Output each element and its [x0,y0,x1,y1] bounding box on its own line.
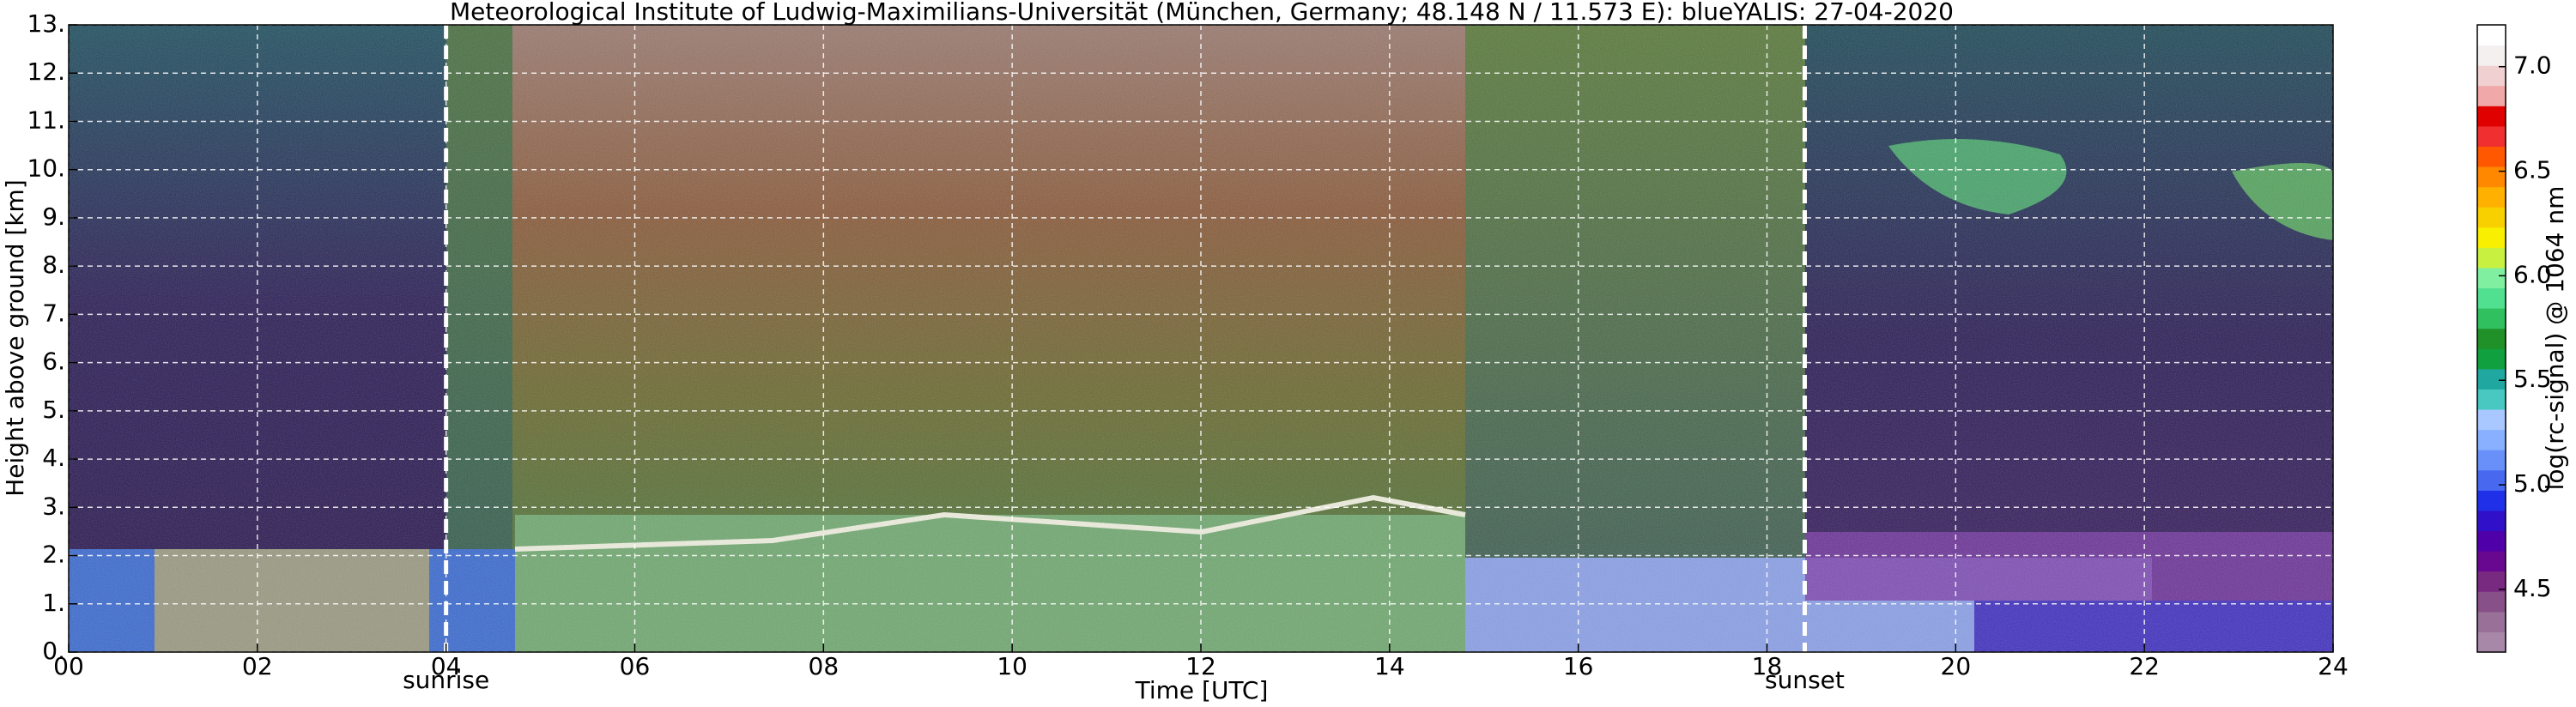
x-tick-label: 18 [1752,652,1783,680]
colorbar-segment [2477,125,2506,147]
x-tick-label: 24 [2318,652,2349,680]
colorbar-segment [2477,25,2506,46]
colorbar-segment [2477,409,2506,431]
x-tick-label: 08 [809,652,839,680]
y-tick-label: 11. [27,106,65,134]
y-tick-label: 6. [42,347,65,376]
colorbar-tick-label: 7.0 [2513,51,2552,80]
x-tick-label: 06 [620,652,651,680]
y-tick-label: 5. [42,396,65,424]
annotation-label: sunset [1765,666,1845,694]
y-tick-label: 9. [42,202,65,231]
annotation-label: sunrise [403,666,489,694]
colorbar-segment [2477,591,2506,613]
colorbar-tick-label: 5.5 [2513,365,2552,393]
colorbar-segment [2477,530,2506,552]
colorbar-segment [2477,368,2506,390]
colorbar-segment [2477,106,2506,127]
y-tick-label: 4. [42,444,65,472]
x-tick-label: 04 [431,652,462,680]
colorbar-tick-label: 6.5 [2513,156,2552,184]
colorbar-segment [2477,551,2506,572]
x-tick-label: 16 [1563,652,1594,680]
colorbar-segment [2477,571,2506,592]
y-tick-label: 13. [27,9,65,38]
colorbar-segment [2477,308,2506,329]
colorbar-segment [2477,328,2506,349]
x-tick-label: 10 [997,652,1027,680]
colorbar-segment [2477,166,2506,188]
colorbar-segment [2477,450,2506,471]
colorbar-frame [2476,24,2506,653]
colorbar-segment [2477,186,2506,208]
y-tick-label: 12. [27,57,65,86]
colorbar-segment [2477,227,2506,248]
colorbar-segment [2477,207,2506,228]
colorbar-segment [2477,65,2506,87]
y-tick-label: 0. [42,637,65,665]
colorbar-segment [2477,469,2506,491]
colorbar-segment [2477,631,2506,653]
y-tick-label: 1. [42,589,65,617]
y-tick-label: 2. [42,541,65,569]
y-tick-label: 10. [27,154,65,183]
x-tick-label: 00 [53,652,84,680]
colorbar-tick-label: 6.0 [2513,260,2552,288]
x-tick-label: 12 [1185,652,1216,680]
colorbar-segment [2477,510,2506,532]
colorbar-segment [2477,247,2506,269]
colorbar-segment [2477,287,2506,309]
colorbar-tick-label: 5.0 [2513,469,2552,498]
colorbar-segment [2477,389,2506,410]
x-tick-label: 02 [242,652,273,680]
colorbar-label: log(rc-signal) @ 1064 nm [2541,186,2569,491]
y-tick-label: 3. [42,492,65,520]
colorbar-segment [2477,348,2506,370]
colorbar-tick-label: 4.5 [2513,574,2552,602]
colorbar-segment [2477,611,2506,632]
colorbar-segment [2477,146,2506,167]
x-tick-label: 14 [1374,652,1405,680]
y-tick-label: 8. [42,251,65,279]
chart-title: Meteorological Institute of Ludwig-Maxim… [450,0,1954,26]
y-tick-label: 7. [42,299,65,327]
colorbar-segment [2477,85,2506,106]
x-axis-label: Time [UTC] [1135,676,1269,704]
x-tick-label: 22 [2129,652,2160,680]
x-tick-label: 20 [1941,652,1972,680]
colorbar-segment [2477,267,2506,289]
y-axis-label: Height above ground [km] [1,179,29,497]
colorbar-segment [2477,429,2506,450]
colorbar-segment [2477,490,2506,511]
colorbar-segment [2477,45,2506,66]
